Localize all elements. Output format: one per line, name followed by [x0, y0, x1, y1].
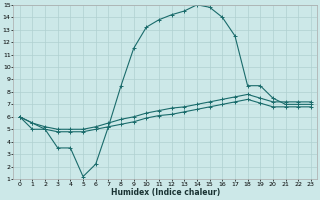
X-axis label: Humidex (Indice chaleur): Humidex (Indice chaleur) [111, 188, 220, 197]
